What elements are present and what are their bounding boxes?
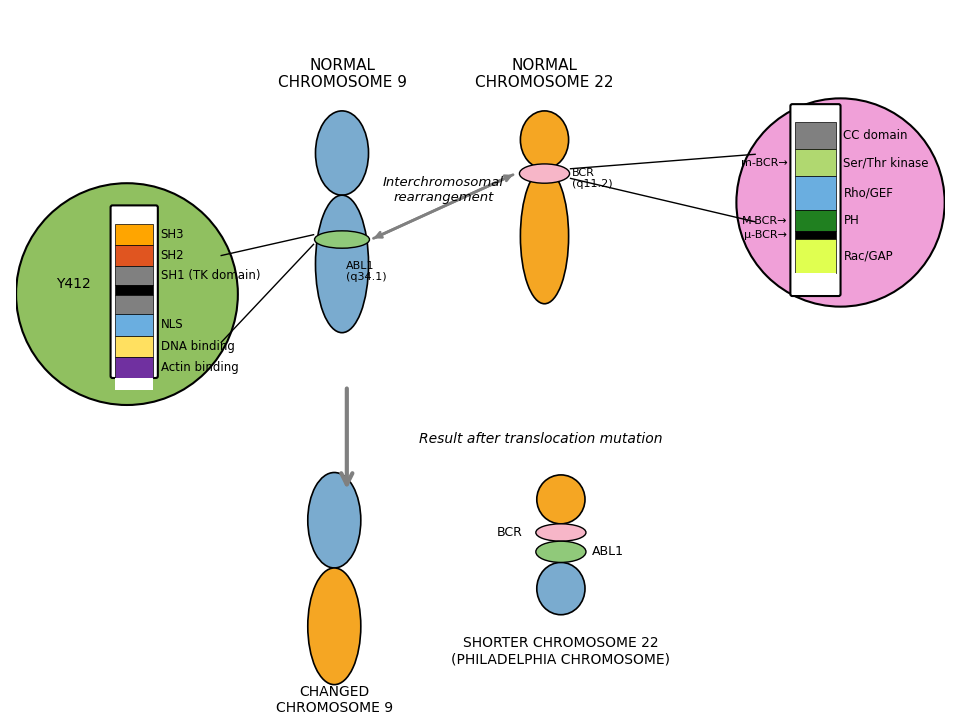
Circle shape [737, 98, 945, 306]
Bar [795, 122, 836, 150]
Text: DNA binding: DNA binding [161, 339, 235, 353]
Bar [116, 286, 153, 295]
Bar [116, 336, 153, 357]
Ellipse shape [520, 169, 568, 304]
Bar [795, 231, 836, 239]
Ellipse shape [308, 473, 361, 568]
Text: Y412: Y412 [57, 278, 91, 291]
Text: CC domain: CC domain [844, 130, 908, 142]
Text: SHORTER CHROMOSOME 22
(PHILADELPHIA CHROMOSOME): SHORTER CHROMOSOME 22 (PHILADELPHIA CHRO… [452, 637, 670, 667]
Ellipse shape [520, 111, 568, 169]
Bar [116, 357, 153, 378]
Ellipse shape [316, 195, 369, 333]
Text: Interchromosomal
rearrangement: Interchromosomal rearrangement [382, 175, 504, 203]
Ellipse shape [535, 541, 586, 562]
Bar [116, 295, 153, 314]
Ellipse shape [316, 111, 369, 195]
Ellipse shape [519, 164, 569, 183]
Text: NORMAL
CHROMOSOME 22: NORMAL CHROMOSOME 22 [476, 58, 613, 90]
Text: ABL1
(q34.1): ABL1 (q34.1) [346, 261, 386, 282]
Circle shape [16, 183, 238, 405]
Text: BCR
(q11.2): BCR (q11.2) [571, 168, 612, 189]
Text: SH1 (TK domain): SH1 (TK domain) [161, 269, 260, 282]
Text: BCR: BCR [497, 526, 522, 539]
Text: SH2: SH2 [161, 249, 184, 262]
Bar [116, 378, 153, 390]
Text: NORMAL
CHROMOSOME 9: NORMAL CHROMOSOME 9 [277, 58, 406, 90]
Text: PH: PH [844, 214, 859, 227]
Text: Ser/Thr kinase: Ser/Thr kinase [844, 157, 929, 170]
Bar [795, 211, 836, 231]
Ellipse shape [536, 475, 585, 524]
Ellipse shape [535, 524, 586, 541]
Text: Result after translocation mutation: Result after translocation mutation [419, 432, 663, 446]
Text: SH3: SH3 [161, 228, 184, 241]
Bar [795, 111, 836, 122]
Bar [116, 266, 153, 286]
Bar [116, 314, 153, 336]
Bar [795, 150, 836, 176]
Ellipse shape [536, 562, 585, 615]
Bar [116, 212, 153, 223]
Ellipse shape [315, 231, 370, 248]
Bar [116, 223, 153, 245]
Text: Rac/GAP: Rac/GAP [844, 249, 893, 263]
Text: Rho/GEF: Rho/GEF [844, 187, 894, 200]
Bar [116, 245, 153, 266]
Text: M-BCR→: M-BCR→ [742, 216, 788, 226]
FancyBboxPatch shape [791, 104, 841, 296]
Text: μ-BCR→: μ-BCR→ [744, 231, 788, 241]
Text: m-BCR→: m-BCR→ [741, 158, 788, 168]
Bar [795, 239, 836, 273]
Text: CHANGED
CHROMOSOME 9: CHANGED CHROMOSOME 9 [275, 684, 393, 715]
Text: NLS: NLS [161, 319, 183, 332]
Bar [795, 273, 836, 284]
Ellipse shape [308, 568, 361, 684]
FancyBboxPatch shape [111, 205, 158, 378]
Bar [795, 176, 836, 211]
Text: ABL1: ABL1 [591, 546, 624, 558]
Text: Actin binding: Actin binding [161, 361, 239, 374]
